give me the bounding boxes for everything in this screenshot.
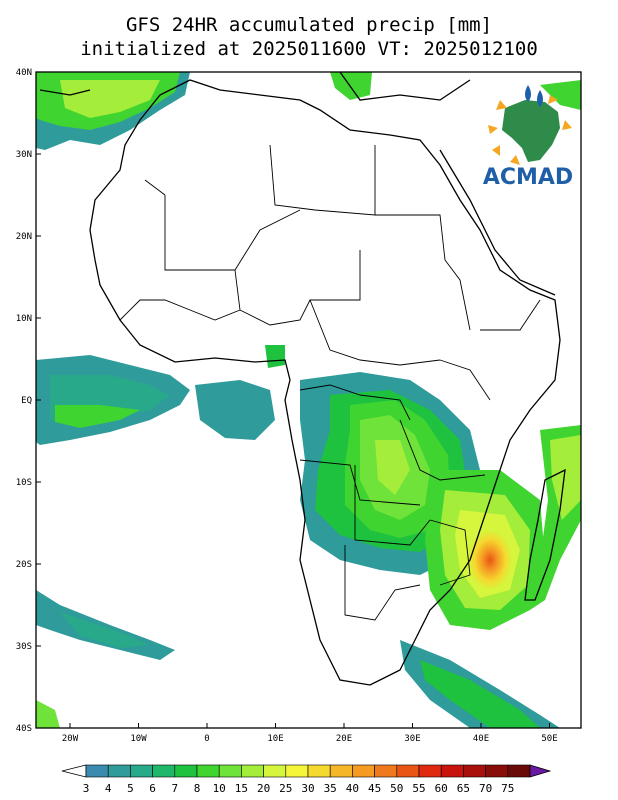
colorbar-label: 60: [435, 782, 448, 795]
colorbar-swatch: [130, 764, 153, 778]
colorbar-label: 7: [171, 782, 178, 795]
lon-tick-label: 20W: [62, 734, 79, 744]
lat-tick-label: EQ: [21, 396, 32, 406]
lon-tick-label: 40E: [473, 734, 489, 744]
acmad-africa-logo-icon: [488, 85, 572, 165]
colorbar-label: 70: [479, 782, 492, 795]
colorbar-label: 8: [194, 782, 201, 795]
colorbar-label: 40: [346, 782, 359, 795]
colorbar-swatch: [241, 764, 264, 778]
colorbar-label: 35: [324, 782, 337, 795]
colorbar-label: 20: [257, 782, 270, 795]
lat-tick-label: 30N: [16, 150, 32, 160]
lat-tick-label: 20N: [16, 232, 32, 242]
colorbar-label: 5: [127, 782, 134, 795]
colorbar-swatch: [307, 764, 331, 778]
colorbar-swatch: [463, 764, 486, 778]
acmad-logo: ACMAD: [483, 85, 573, 190]
colorbar-swatch: [440, 764, 464, 778]
africa-coastline: [39, 72, 566, 686]
lat-tick-label: 10N: [16, 314, 32, 324]
colorbar-label: 4: [105, 782, 112, 795]
colorbar-swatch: [174, 764, 198, 778]
colorbar-label: 15: [235, 782, 248, 795]
precip-field: [36, 72, 581, 728]
colorbar-swatch: [218, 764, 242, 778]
colorbar-swatch: [196, 764, 220, 778]
colorbar-over-triangle: [529, 764, 552, 778]
lon-tick-label: 0: [204, 734, 209, 744]
colorbar-swatch: [107, 764, 131, 778]
colorbar: [61, 764, 552, 778]
colorbar-swatch: [418, 764, 442, 778]
colorbar-swatch: [329, 764, 353, 778]
colorbar-labels: 3 4 5 6 7 8 10 15 20 25 30 35 40 45 50 55 60 65 70 75: [83, 782, 515, 795]
colorbar-label: 65: [457, 782, 470, 795]
lon-tick-label: 20E: [336, 734, 352, 744]
lat-tick-label: 30S: [16, 642, 32, 652]
lat-tick-label: 10S: [16, 478, 32, 488]
lat-tick-label: 40N: [16, 68, 32, 78]
country-borders: [119, 144, 541, 621]
chart-title-line1: GFS 24HR accumulated precip [mm]: [125, 14, 493, 36]
lon-tick-label: 10W: [130, 734, 147, 744]
colorbar-swatch: [152, 764, 176, 778]
colorbar-label: 45: [368, 782, 381, 795]
acmad-logo-text: ACMAD: [483, 165, 573, 190]
colorbar-label: 6: [149, 782, 156, 795]
colorbar-swatch: [374, 764, 398, 778]
colorbar-swatch: [507, 764, 531, 778]
colorbar-swatch: [263, 764, 287, 778]
colorbar-swatch: [485, 764, 509, 778]
lon-tick-label: 30E: [404, 734, 420, 744]
colorbar-label: 10: [213, 782, 226, 795]
colorbar-under-triangle: [61, 764, 87, 778]
lat-tick-label: 40S: [16, 724, 32, 734]
colorbar-label: 25: [279, 782, 292, 795]
colorbar-label: 55: [412, 782, 425, 795]
lon-tick-label: 10E: [267, 734, 283, 744]
colorbar-label: 30: [301, 782, 314, 795]
colorbar-label: 3: [83, 782, 90, 795]
lon-tick-label: 50E: [541, 734, 557, 744]
lat-tick-label: 20S: [16, 560, 32, 570]
colorbar-swatch: [352, 764, 375, 778]
latitude-tick-labels: 40N 30N 20N 10N EQ 10S 20S 30S 40S: [16, 68, 41, 734]
colorbar-label: 50: [390, 782, 403, 795]
colorbar-label: 75: [501, 782, 514, 795]
chart-title-line2: initialized at 2025011600 VT: 2025012100: [80, 38, 538, 60]
longitude-tick-labels: 20W 10W 0 10E 20E 30E 40E 50E: [62, 723, 558, 744]
colorbar-swatch: [85, 764, 109, 778]
colorbar-swatch: [396, 764, 420, 778]
colorbar-swatch: [285, 764, 309, 778]
